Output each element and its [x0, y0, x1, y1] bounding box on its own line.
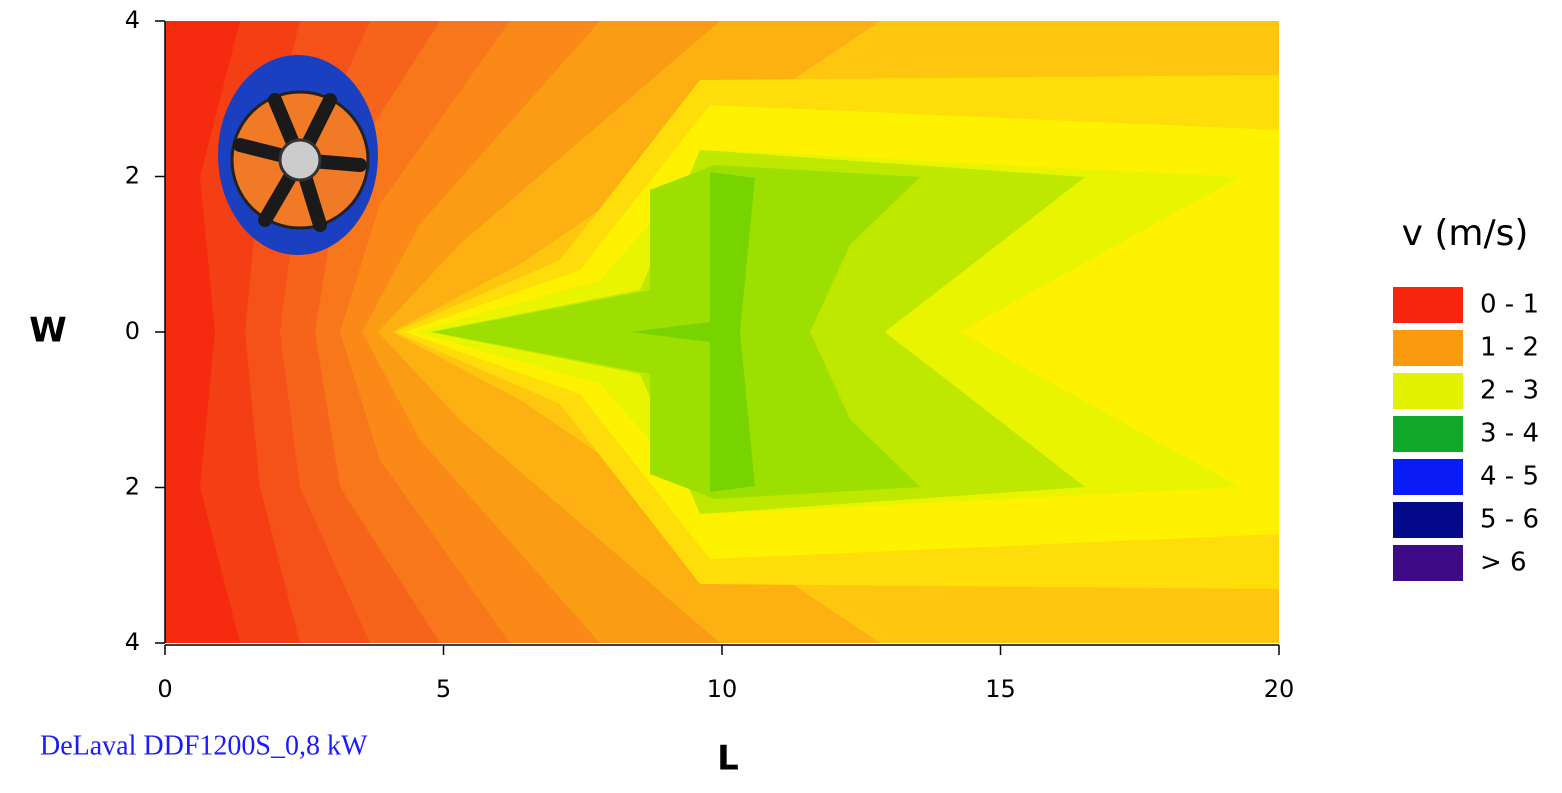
legend-swatch — [1393, 416, 1463, 452]
x-tick-label: 0 — [157, 675, 172, 703]
fan-hub — [278, 138, 322, 182]
legend-label: 2 - 3 — [1480, 376, 1539, 406]
x-axis-label: L — [717, 739, 739, 779]
contour-field — [165, 21, 1279, 643]
legend-title: v (m/s) — [1402, 213, 1529, 254]
legend-label: 4 - 5 — [1480, 462, 1539, 492]
x-tick-label: 5 — [436, 675, 451, 703]
legend-label: 0 - 1 — [1480, 290, 1539, 320]
y-tick-label: 2 — [125, 162, 140, 190]
legend-swatch — [1393, 287, 1463, 323]
legend-swatch — [1393, 459, 1463, 495]
legend-label: 3 - 4 — [1480, 419, 1539, 449]
x-tick-label: 10 — [707, 675, 738, 703]
legend-label: 5 - 6 — [1480, 505, 1539, 535]
y-tick-label: 4 — [125, 628, 140, 656]
y-tick-label: 2 — [125, 473, 140, 501]
y-tick-label: 0 — [125, 317, 140, 345]
legend-swatch — [1393, 502, 1463, 538]
legend-swatch — [1393, 330, 1463, 366]
band — [630, 172, 755, 492]
x-tick-label: 20 — [1264, 675, 1295, 703]
annotation: DeLaval DDF1200S_0,8 kW — [40, 730, 368, 761]
legend-swatch — [1393, 373, 1463, 409]
y-tick-label: 4 — [125, 6, 140, 34]
legend-swatch — [1393, 545, 1463, 581]
legend-label: 1 - 2 — [1480, 333, 1539, 363]
y-axis-label: W — [29, 311, 67, 351]
legend-label: > 6 — [1480, 548, 1527, 578]
x-tick-label: 15 — [985, 675, 1016, 703]
fan-icon — [218, 55, 378, 255]
